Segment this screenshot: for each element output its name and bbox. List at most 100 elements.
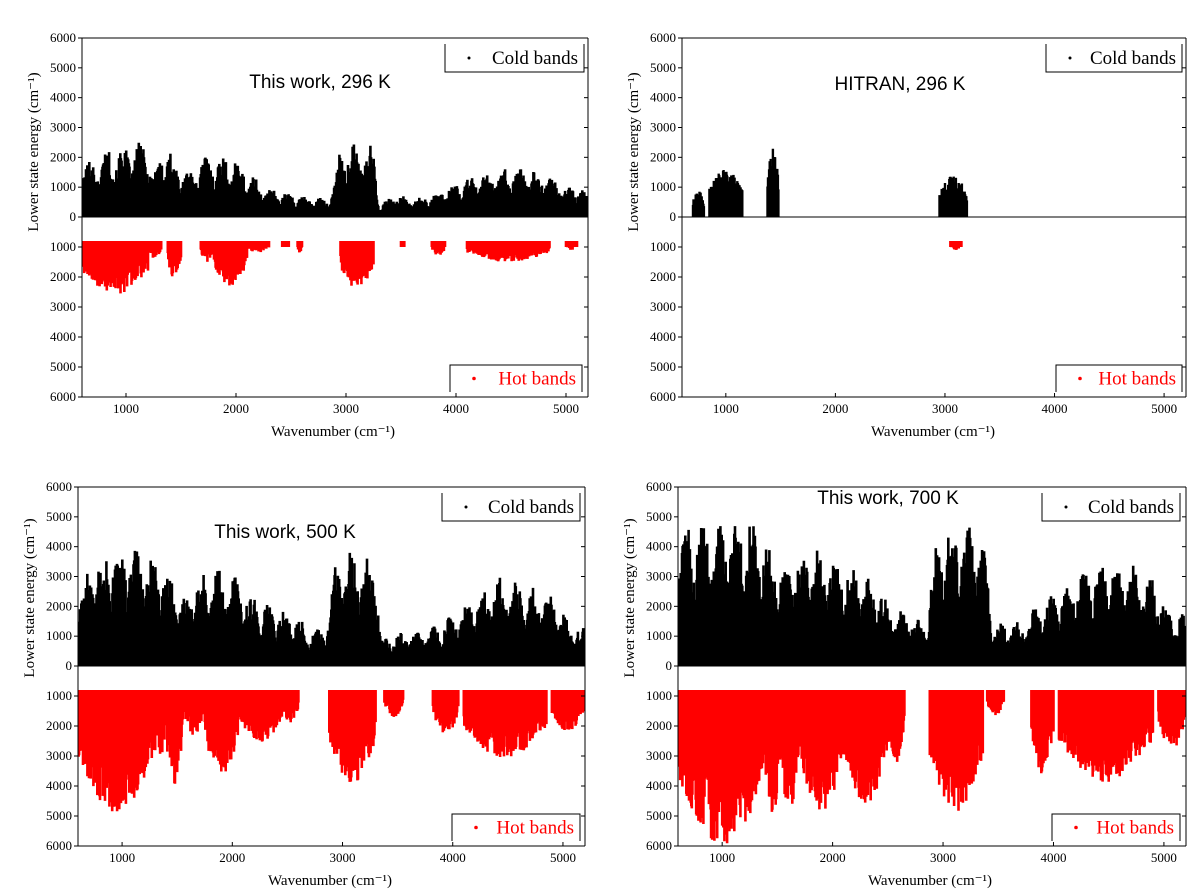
y-axis-title: Lower state energy (cm⁻¹) xyxy=(626,72,642,231)
y-tick-label: 2000 xyxy=(646,598,672,613)
y-tick-label: 4000 xyxy=(646,778,672,793)
y-tick-label: 4000 xyxy=(50,90,76,105)
legend-cold-label: Cold bands xyxy=(492,48,578,69)
y-tick-label: 4000 xyxy=(50,329,76,344)
y-tick-label: 5000 xyxy=(650,359,676,374)
y-tick-label: 2000 xyxy=(650,269,676,284)
x-axis-title: Wavenumber (cm⁻¹) xyxy=(271,424,395,440)
y-tick-label: 6000 xyxy=(50,389,76,404)
y-tick-label: 0 xyxy=(670,209,677,224)
y-tick-label: 0 xyxy=(70,209,77,224)
y-tick-label: 5000 xyxy=(650,60,676,75)
legend-cold-label: Cold bands xyxy=(1090,48,1176,69)
panel-this-work-296k: 0 1000 2000 3000 4000 5000 6000 1000 2000 3000 400… xyxy=(26,30,589,440)
y-tick-label: 4000 xyxy=(46,778,72,793)
y-tick-label: 3000 xyxy=(50,299,76,314)
panel-title: This work, 500 K xyxy=(214,522,356,543)
y-tick-label: 1000 xyxy=(646,628,672,643)
x-tick-label: 4000 xyxy=(1042,401,1068,416)
y-axis-title: Lower state energy (cm⁻¹) xyxy=(22,518,38,677)
legend-hot-label: Hot bands xyxy=(498,369,576,390)
legend-frame xyxy=(1055,364,1183,392)
legend-cold-label: Cold bands xyxy=(1088,497,1174,518)
y-tick-label: 5000 xyxy=(646,808,672,823)
legend-cold-bands: Cold bands xyxy=(1041,493,1181,522)
panel-title: This work, 700 K xyxy=(817,488,959,509)
y-tick-label: 1000 xyxy=(46,688,72,703)
legend-hot-marker xyxy=(1078,376,1082,381)
panel-this-work-700k: 0 1000 2000 3000 4000 5000 6000 1000 2000 3000 400… xyxy=(622,479,1187,889)
legend-frame xyxy=(451,813,581,841)
legend-hot-marker xyxy=(474,825,478,830)
x-tick-label: 3000 xyxy=(932,401,958,416)
legend-hot-bands: Hot bands xyxy=(1055,364,1183,392)
x-tick-label: 4000 xyxy=(443,401,469,416)
legend-cold-marker xyxy=(1064,505,1068,509)
hot-bands-series xyxy=(78,690,585,812)
y-tick-label: 2000 xyxy=(650,149,676,164)
x-tick-label: 5000 xyxy=(1151,401,1177,416)
x-tick-label: 5000 xyxy=(553,401,579,416)
hot-bands-series xyxy=(82,241,579,294)
y-tick-label: 2000 xyxy=(46,718,72,733)
legend-hot-bands: Hot bands xyxy=(1051,813,1181,841)
cold-bands-series xyxy=(678,526,1186,666)
y-tick-label: 1000 xyxy=(650,179,676,194)
x-tick-label: 5000 xyxy=(1151,850,1177,865)
y-tick-label: 4000 xyxy=(650,329,676,344)
legend-cold-marker xyxy=(467,56,471,60)
y-tick-label: 6000 xyxy=(646,479,672,494)
y-tick-label: 2000 xyxy=(646,718,672,733)
y-axis-title: Lower state energy (cm⁻¹) xyxy=(622,518,638,677)
y-tick-label: 6000 xyxy=(650,389,676,404)
axes: 0 1000 2000 3000 4000 5000 6000 1000 2000 3000 400… xyxy=(46,479,586,865)
y-tick-label: 1000 xyxy=(646,688,672,703)
y-tick-label: 3000 xyxy=(650,120,676,135)
legend-hot-marker xyxy=(1074,825,1078,830)
x-axis-title: Wavenumber (cm⁻¹) xyxy=(268,873,392,889)
y-tick-label: 1000 xyxy=(46,628,72,643)
legend-frame xyxy=(1041,493,1181,522)
legend-frame xyxy=(444,44,585,73)
x-tick-label: 3000 xyxy=(333,401,359,416)
legend-cold-bands: Cold bands xyxy=(441,493,581,522)
x-tick-label: 1000 xyxy=(113,401,139,416)
y-tick-label: 1000 xyxy=(650,239,676,254)
legend-frame xyxy=(1045,44,1183,73)
legend-cold-bands: Cold bands xyxy=(444,44,585,73)
cold-bands-series xyxy=(691,148,969,217)
y-tick-label: 6000 xyxy=(46,838,72,853)
y-tick-label: 5000 xyxy=(46,808,72,823)
x-tick-label: 1000 xyxy=(713,401,739,416)
legend-hot-bands: Hot bands xyxy=(451,813,581,841)
legend-cold-bands: Cold bands xyxy=(1045,44,1183,73)
legend-hot-label: Hot bands xyxy=(1096,818,1174,839)
y-tick-label: 0 xyxy=(666,658,673,673)
panel-this-work-500k: 0 1000 2000 3000 4000 5000 6000 1000 2000 3000 400… xyxy=(22,479,586,889)
legend-hot-label: Hot bands xyxy=(496,818,574,839)
y-tick-label: 3000 xyxy=(46,569,72,584)
legend-frame xyxy=(449,364,583,392)
x-tick-label: 3000 xyxy=(930,850,956,865)
y-tick-label: 4000 xyxy=(650,90,676,105)
y-tick-label: 3000 xyxy=(46,748,72,763)
x-tick-label: 4000 xyxy=(440,850,466,865)
y-tick-label: 5000 xyxy=(50,60,76,75)
y-tick-label: 5000 xyxy=(50,359,76,374)
x-tick-label: 2000 xyxy=(223,401,249,416)
axes: 0 1000 2000 3000 4000 5000 6000 1000 2000 3000 400… xyxy=(50,30,589,416)
y-tick-label: 4000 xyxy=(646,539,672,554)
x-axis-title: Wavenumber (cm⁻¹) xyxy=(868,873,992,889)
x-tick-label: 3000 xyxy=(330,850,356,865)
y-tick-label: 2000 xyxy=(46,598,72,613)
x-tick-label: 2000 xyxy=(822,401,848,416)
y-tick-label: 3000 xyxy=(50,120,76,135)
x-tick-label: 5000 xyxy=(550,850,576,865)
hot-bands-series xyxy=(678,690,1186,844)
x-tick-label: 4000 xyxy=(1040,850,1066,865)
x-tick-label: 1000 xyxy=(109,850,135,865)
x-tick-label: 1000 xyxy=(709,850,735,865)
y-tick-label: 3000 xyxy=(650,299,676,314)
